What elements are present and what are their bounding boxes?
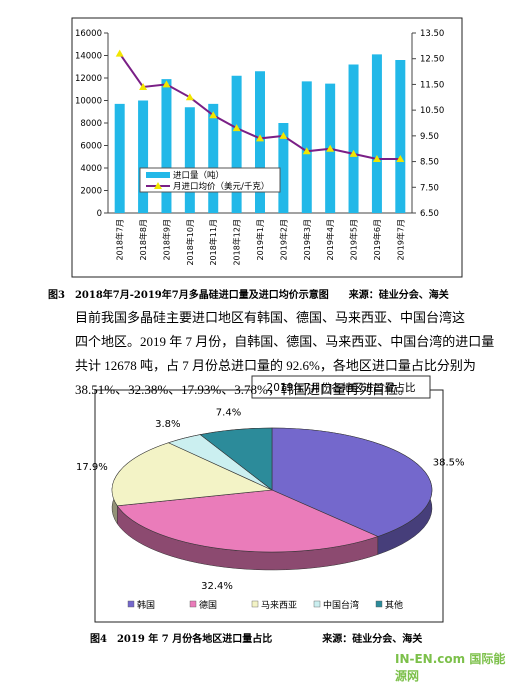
bar — [371, 54, 382, 213]
bar — [138, 100, 149, 213]
legend-label: 进口量（吨） — [173, 170, 224, 181]
y-tick-label: 14000 — [75, 52, 102, 62]
marker — [279, 131, 288, 139]
caption: 图3 2018年7月-2019年7月多晶硅进口量及进口均价示意图 来源：硅业分会… — [48, 290, 449, 301]
marker — [209, 111, 218, 119]
legend-swatch — [189, 600, 197, 608]
bar — [348, 64, 359, 213]
y-tick-label: 6000 — [80, 142, 102, 152]
legend-marker — [154, 182, 162, 189]
text-line: 四个地区。2019 年 7 月份，自韩国、德国、马来西亚、中国台湾的进口量 — [75, 334, 495, 349]
data-label: 38.5% — [433, 458, 465, 469]
legend-label: 其他 — [385, 599, 403, 611]
x-tick-label: 2019年4月 — [325, 219, 335, 260]
y-tick-label: 2000 — [80, 187, 102, 197]
legend-label: 马来西亚 — [261, 600, 297, 611]
marker — [349, 149, 358, 157]
x-tick-label: 2018年7月 — [115, 219, 125, 260]
x-tick-label: 2019年6月 — [372, 219, 382, 260]
text-line: 38.51%、32.38%、17.93%、3.78%，韩国进口量再列首位。 — [75, 382, 411, 397]
y-tick-label: 0 — [97, 209, 102, 219]
legend-swatch — [313, 600, 321, 608]
marker — [396, 155, 405, 162]
bar — [208, 103, 219, 213]
y2-tick-label: 7.50 — [420, 183, 439, 193]
bar — [114, 103, 125, 213]
paragraph: 目前我国多晶硅主要进口地区有韩国、德国、马来西亚、中国台湾这四个地区。2019 … — [75, 306, 495, 402]
y2-tick-label: 11.50 — [420, 80, 444, 90]
legend-swatch — [146, 172, 170, 178]
y2-tick-label: 10.50 — [420, 106, 444, 116]
y2-tick-label: 13.50 — [420, 29, 444, 39]
marker — [372, 155, 381, 162]
marker — [256, 134, 264, 142]
pie-title-box — [251, 375, 431, 399]
y-tick-label: 12000 — [75, 74, 102, 84]
marker — [139, 83, 148, 90]
x-tick-label: 2018年10月 — [185, 219, 195, 266]
text-line: 共计 12678 吨，占 7 月份总进口量的 92.6%，各地区进口量占比分别为 — [75, 358, 476, 373]
x-tick-label: 2019年5月 — [349, 219, 359, 260]
marker — [162, 80, 171, 88]
marker — [302, 147, 311, 155]
bar — [161, 79, 172, 213]
bar — [301, 81, 312, 213]
bar — [184, 107, 195, 213]
y2-tick-label: 8.50 — [420, 158, 439, 168]
text-line: 目前我国多晶硅主要进口地区有韩国、德国、马来西亚、中国台湾这 — [75, 310, 466, 325]
marker — [115, 49, 124, 57]
x-tick-label: 2019年1月 — [255, 219, 265, 260]
data-label: 7.4% — [216, 408, 241, 419]
legend-swatch — [127, 600, 135, 608]
y-tick-label: 4000 — [80, 164, 102, 174]
legend-label: 中国台湾 — [323, 599, 359, 611]
y-tick-label: 8000 — [80, 119, 102, 129]
watermark: IN-EN.com 国际能源网 — [395, 652, 506, 683]
x-tick-label: 2018年9月 — [161, 219, 171, 260]
bar — [231, 75, 242, 213]
x-tick-label: 2018年11月 — [208, 219, 218, 266]
x-tick-label: 2019年2月 — [278, 219, 288, 260]
marker — [185, 93, 194, 101]
caption: 图4 2019 年 7 月份各地区进口量占比 来源：硅业分会、海关 — [90, 634, 423, 645]
marker — [232, 124, 241, 132]
x-tick-label: 2018年12月 — [232, 219, 242, 266]
pie-title: 2019年7月份各地区进口量占比 — [267, 381, 416, 394]
data-label: 32.4% — [201, 581, 233, 592]
bar — [255, 71, 265, 213]
legend-label: 韩国 — [137, 599, 155, 611]
x-tick-label: 2018年8月 — [138, 219, 148, 260]
pie-slice — [111, 442, 274, 507]
pie-slice — [271, 427, 433, 537]
y2-tick-label: 9.50 — [420, 132, 439, 142]
bar — [278, 123, 289, 213]
x-tick-label: 2019年3月 — [302, 219, 312, 260]
marker — [326, 144, 335, 152]
data-label: 3.8% — [155, 419, 180, 430]
legend-swatch — [251, 600, 259, 608]
legend-swatch — [375, 600, 383, 608]
x-tick-label: 2019年7月 — [395, 219, 405, 260]
data-label: 17.9% — [76, 462, 108, 473]
pie-slice — [199, 427, 273, 491]
pie-slice — [116, 489, 379, 553]
bar — [395, 60, 406, 213]
y2-tick-label: 12.50 — [420, 55, 444, 65]
legend-label: 月进口均价（美元/千克） — [173, 181, 269, 192]
y-tick-label: 10000 — [75, 97, 102, 107]
y2-tick-label: 6.50 — [420, 209, 439, 219]
y-tick-label: 16000 — [75, 29, 102, 39]
legend-label: 德国 — [199, 599, 217, 611]
